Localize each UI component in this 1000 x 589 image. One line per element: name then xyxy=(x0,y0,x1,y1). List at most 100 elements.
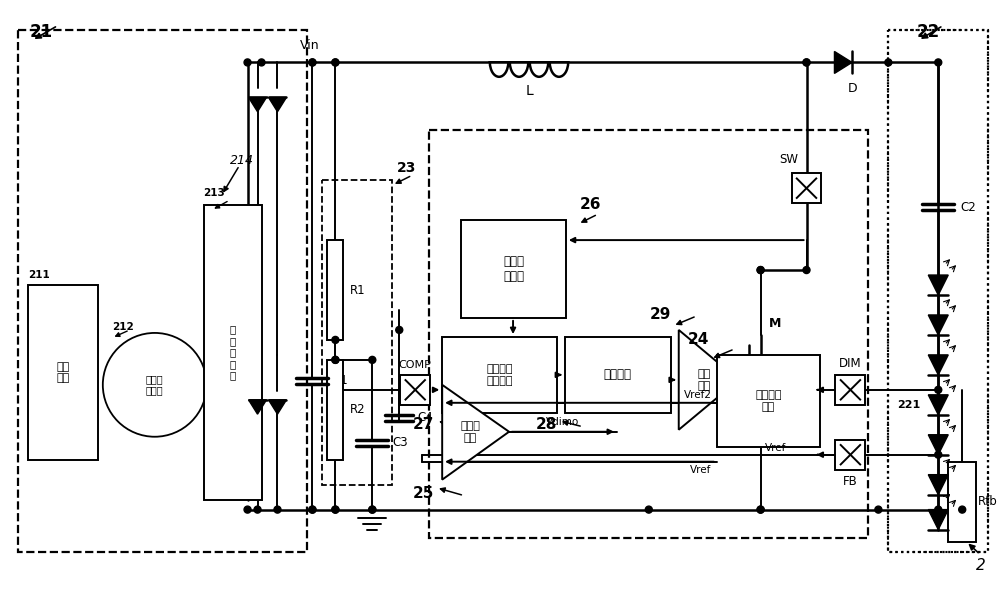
Text: DIM: DIM xyxy=(839,357,862,370)
Text: Vref: Vref xyxy=(690,465,712,475)
Text: Vref2: Vref2 xyxy=(684,390,712,400)
Circle shape xyxy=(309,506,316,513)
Bar xyxy=(400,375,430,405)
Polygon shape xyxy=(928,435,948,455)
Text: 221: 221 xyxy=(897,400,920,410)
Text: 控制电路: 控制电路 xyxy=(604,368,632,381)
Text: 驱动
电路: 驱动 电路 xyxy=(697,369,710,391)
Polygon shape xyxy=(928,395,948,415)
Bar xyxy=(18,31,307,551)
Circle shape xyxy=(254,506,261,513)
Text: 25: 25 xyxy=(413,486,434,501)
Circle shape xyxy=(244,59,251,66)
Circle shape xyxy=(309,506,316,513)
Bar xyxy=(835,440,865,469)
Circle shape xyxy=(885,59,892,66)
Polygon shape xyxy=(269,400,286,414)
Bar xyxy=(565,337,671,413)
Text: 电
子
变
压
器: 电 子 变 压 器 xyxy=(229,324,236,380)
Circle shape xyxy=(103,333,207,436)
Text: 29: 29 xyxy=(649,307,671,322)
Polygon shape xyxy=(928,475,948,495)
Text: C1: C1 xyxy=(332,375,348,388)
Text: 误差放
大器: 误差放 大器 xyxy=(460,421,480,442)
Polygon shape xyxy=(928,509,948,530)
Text: 2: 2 xyxy=(976,558,986,573)
Text: COMP: COMP xyxy=(399,360,432,370)
Circle shape xyxy=(803,59,810,66)
Bar xyxy=(888,31,988,551)
Text: Vg: Vg xyxy=(743,357,758,370)
Circle shape xyxy=(332,59,339,66)
Text: 交流
电源: 交流 电源 xyxy=(56,362,70,383)
Circle shape xyxy=(369,356,376,363)
Polygon shape xyxy=(928,315,948,335)
Text: L: L xyxy=(525,84,533,98)
Bar xyxy=(461,220,566,318)
Text: 212: 212 xyxy=(112,322,134,332)
Text: 214: 214 xyxy=(230,154,254,167)
Polygon shape xyxy=(928,275,948,295)
Circle shape xyxy=(258,59,265,66)
Text: C4: C4 xyxy=(417,411,433,424)
Polygon shape xyxy=(442,385,509,479)
Circle shape xyxy=(332,506,339,513)
Text: 213: 213 xyxy=(204,188,225,198)
Circle shape xyxy=(959,506,966,513)
Text: D: D xyxy=(848,82,857,95)
Polygon shape xyxy=(928,355,948,375)
Polygon shape xyxy=(249,400,267,414)
Text: R2: R2 xyxy=(350,403,366,416)
Bar xyxy=(888,31,988,551)
Bar xyxy=(717,355,820,446)
Circle shape xyxy=(332,336,339,343)
Text: Rfb: Rfb xyxy=(978,495,998,508)
Text: 脉冲宽度
调制电路: 脉冲宽度 调制电路 xyxy=(486,364,513,386)
Bar xyxy=(948,462,976,541)
Bar xyxy=(792,173,821,203)
Circle shape xyxy=(332,506,339,513)
Bar xyxy=(327,360,343,459)
Text: Vdimo: Vdimo xyxy=(546,417,580,427)
Circle shape xyxy=(332,356,339,363)
Text: 27: 27 xyxy=(413,417,434,432)
Text: 21: 21 xyxy=(30,22,53,41)
Circle shape xyxy=(645,506,652,513)
Text: Vin: Vin xyxy=(300,39,319,52)
Text: 24: 24 xyxy=(687,332,709,347)
Text: 22: 22 xyxy=(917,22,940,41)
Text: C3: C3 xyxy=(392,436,408,449)
Bar xyxy=(835,375,865,405)
Circle shape xyxy=(935,451,942,458)
Circle shape xyxy=(244,506,251,513)
Polygon shape xyxy=(679,330,739,430)
Text: SW: SW xyxy=(779,153,798,166)
Bar xyxy=(28,285,98,459)
Bar xyxy=(442,337,557,413)
Text: C2: C2 xyxy=(960,201,976,214)
Circle shape xyxy=(369,506,376,513)
Text: M: M xyxy=(769,317,781,330)
Circle shape xyxy=(875,506,882,513)
Polygon shape xyxy=(249,97,267,112)
Circle shape xyxy=(332,59,339,66)
Circle shape xyxy=(757,506,764,513)
Bar xyxy=(322,180,392,485)
Circle shape xyxy=(396,326,403,333)
Bar xyxy=(429,130,868,538)
Circle shape xyxy=(757,267,764,273)
Circle shape xyxy=(935,506,942,513)
Circle shape xyxy=(757,506,764,513)
Text: 211: 211 xyxy=(28,270,50,280)
Circle shape xyxy=(935,59,942,66)
Text: Vref: Vref xyxy=(765,443,786,453)
Circle shape xyxy=(309,59,316,66)
Text: 可控硅
调光器: 可控硅 调光器 xyxy=(146,374,164,396)
Bar xyxy=(327,240,343,340)
Text: R1: R1 xyxy=(350,283,366,296)
Circle shape xyxy=(369,506,376,513)
Text: 谷底检
测电路: 谷底检 测电路 xyxy=(503,255,524,283)
Text: 28: 28 xyxy=(536,417,557,432)
Circle shape xyxy=(803,59,810,66)
Text: 26: 26 xyxy=(580,197,601,212)
